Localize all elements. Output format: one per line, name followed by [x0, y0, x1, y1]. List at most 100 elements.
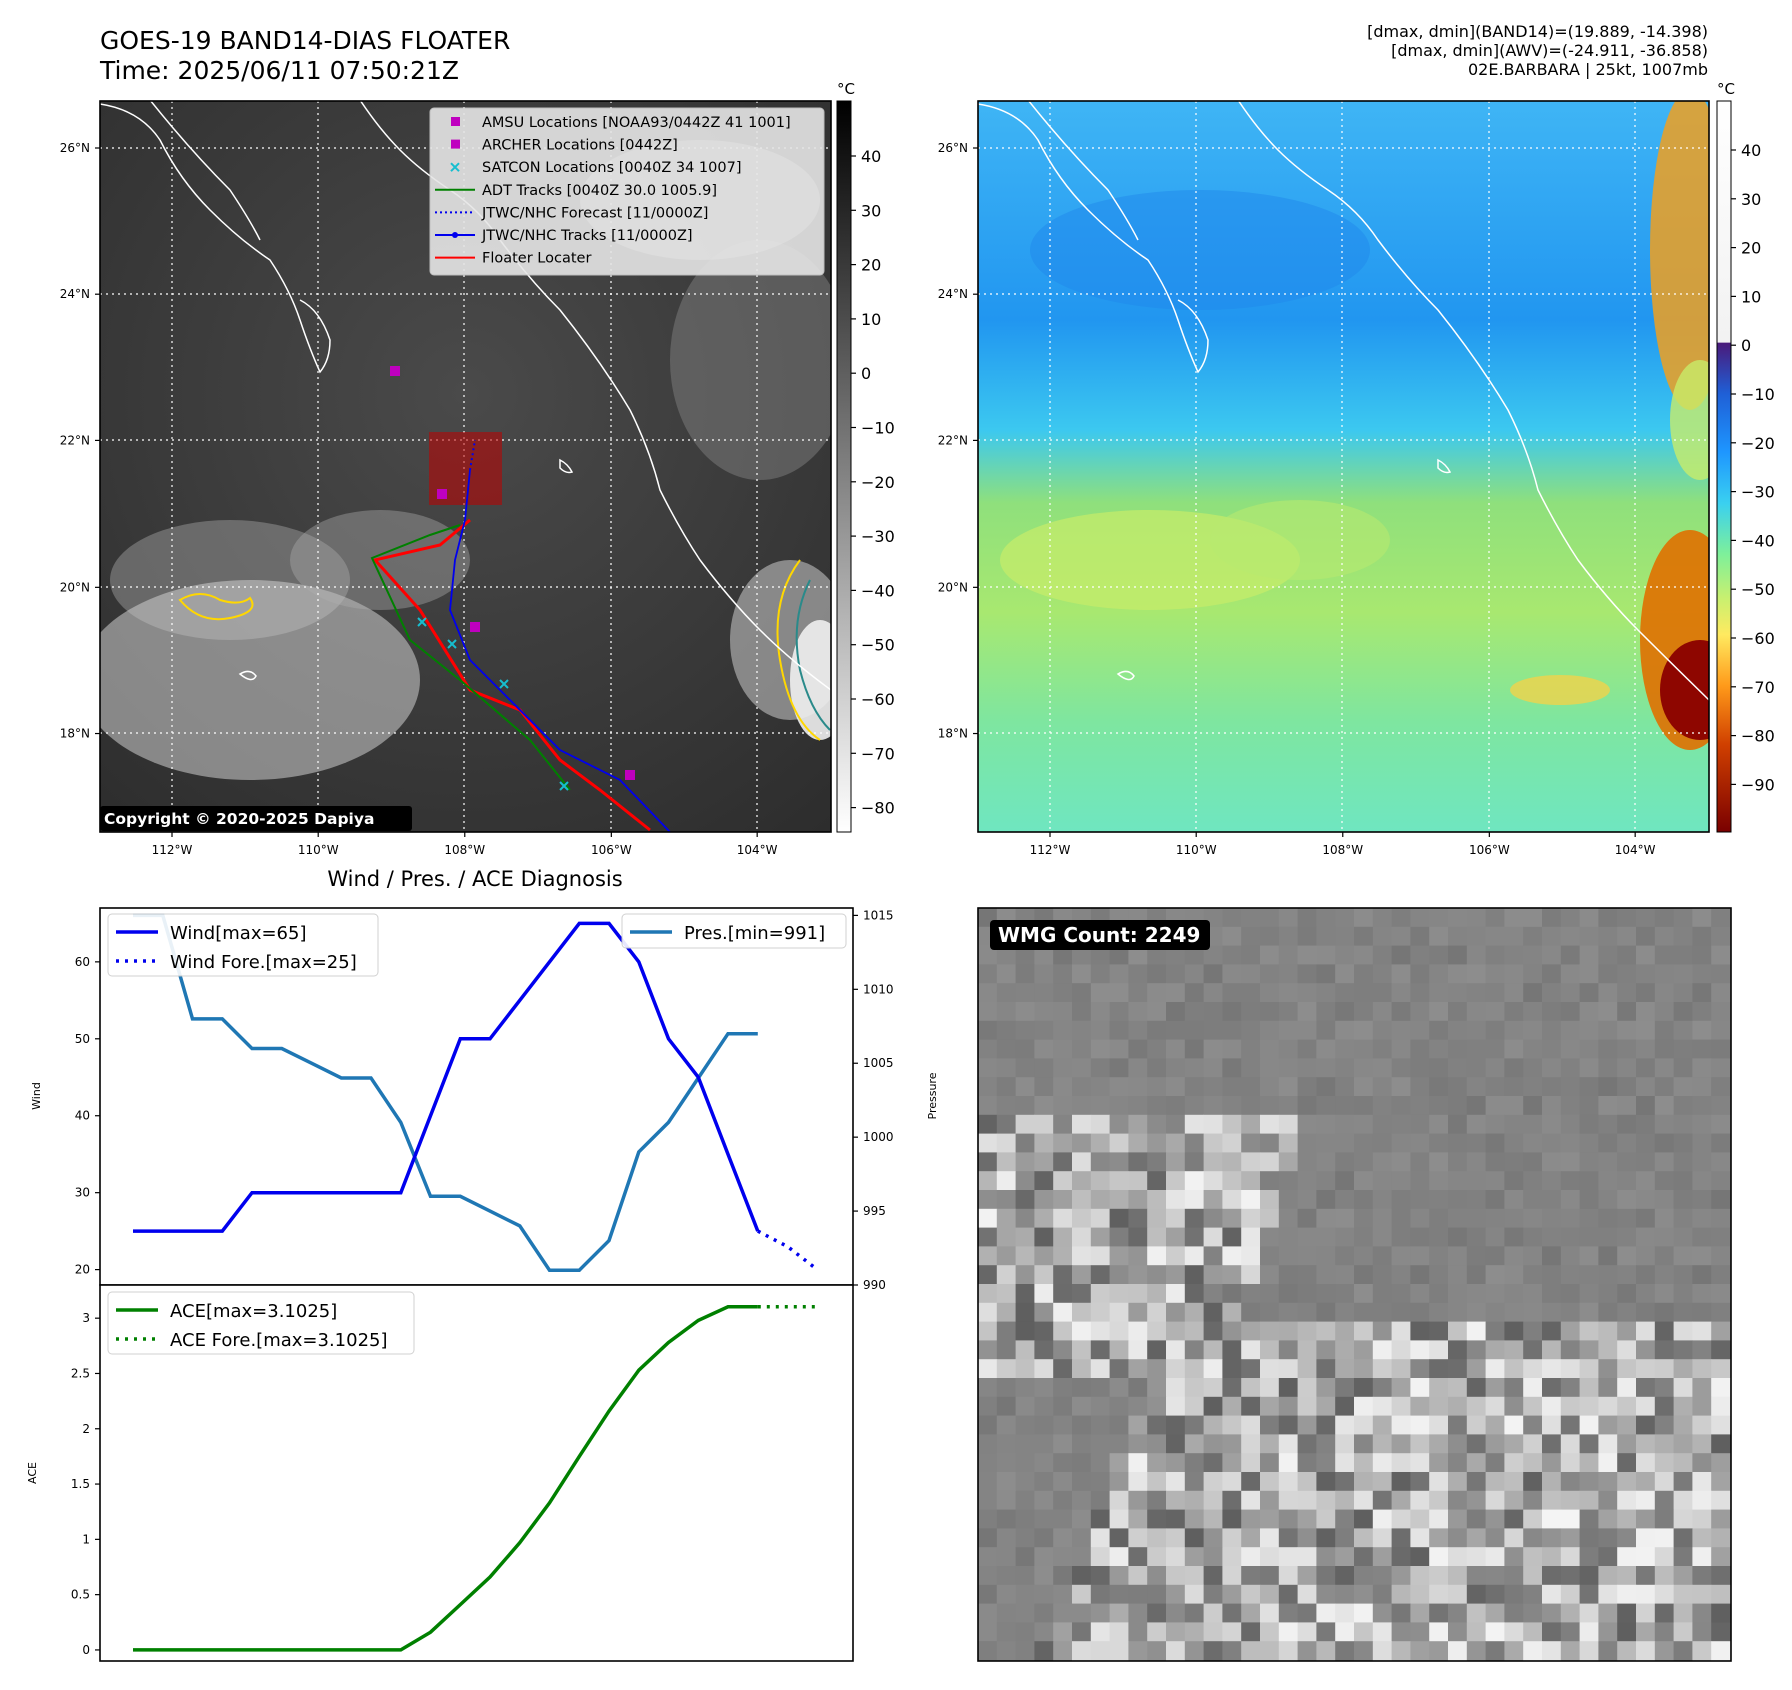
legend-square-icon [451, 117, 460, 126]
ir-colorbar-unit: °C [837, 80, 855, 98]
y-tick-label: 0.5 [71, 1588, 90, 1602]
y2-tick-label: 1000 [863, 1130, 894, 1144]
colorbar-tick-label: −80 [861, 799, 895, 818]
colorbar-tick-label: −60 [861, 690, 895, 709]
ir-map-frame [99, 100, 832, 833]
lat-tick-label: 18°N [938, 727, 968, 741]
ir-legend: AMSU Locations [NOAA93/0442Z 41 1001] ARC… [429, 107, 825, 276]
ir-legend-item: Floater Locater [435, 251, 591, 267]
ace-legend-label: ACE[max=3.1025] [170, 1301, 337, 1322]
lon-tick-label: 106°W [591, 843, 632, 857]
nhc-track [449, 469, 671, 832]
satcon-markers [417, 617, 569, 791]
floater-track [372, 518, 651, 832]
ace-ylabel: ACE [26, 1462, 39, 1484]
copyright-box [100, 806, 412, 831]
archer-marker [437, 489, 447, 499]
colorbar-tick-label: −20 [1741, 434, 1775, 453]
lat-tick-label: 24°N [60, 287, 90, 301]
ir-legend-label: ADT Tracks [0040Z 30.0 1005.9] [482, 183, 717, 199]
y2-tick-label: 1005 [863, 1056, 894, 1070]
lon-tick-label: 108°W [1322, 843, 1363, 857]
y-tick-label: 1.5 [71, 1477, 90, 1491]
copyright-text: Copyright © 2020-2025 Dapiya [104, 810, 374, 828]
lon-tick-label: 110°W [298, 843, 339, 857]
wv-axis-ticks: 112°W 110°W 108°W 106°W 104°W 26°N 24°N 22°N 20°… [938, 141, 1656, 857]
wmg-count-label: WMG Count: 2249 [998, 923, 1200, 947]
lon-tick-label: 112°W [1030, 843, 1071, 857]
colorbar-tick-label: −90 [1741, 775, 1775, 794]
colorbar-tick-label: 0 [861, 364, 871, 383]
wind-forecast-series-line [756, 1229, 819, 1271]
ir-legend-item: SATCON Locations [0040Z 34 1007] [450, 160, 741, 176]
colorbar-tick-label: 30 [861, 201, 881, 220]
ace-series-line [133, 1305, 758, 1652]
colorbar-tick-label: 0 [1741, 336, 1751, 355]
y-tick-label: 20 [75, 1263, 90, 1277]
lat-tick-label: 18°N [60, 727, 90, 741]
y-tick-label: 60 [75, 955, 90, 969]
colorbar-tick-label: 20 [1741, 239, 1761, 258]
y2-tick-label: 1015 [863, 908, 894, 922]
adt-track [370, 524, 571, 791]
colorbar-tick-label: −20 [861, 473, 895, 492]
colorbar-tick-label: −70 [1741, 678, 1775, 697]
pressure-ylabel: Pressure [926, 1072, 939, 1119]
chart-marks: 20 30 40 50 60 990 995 1000 1005 1010 1015 0 0.5 1 1.5… [71, 908, 894, 1657]
info-line-1: [dmax, dmin](BAND14)=(19.889, -14.398) [1367, 22, 1708, 41]
lat-tick-label: 22°N [938, 433, 968, 447]
colorbar-tick-label: −70 [861, 744, 895, 763]
colorbar-tick-label: 10 [1741, 287, 1761, 306]
lon-tick-label: 104°W [737, 843, 778, 857]
wmg-frame [977, 907, 1732, 1662]
ir-legend-label: Floater Locater [482, 251, 591, 267]
colorbar-tick-label: −30 [861, 527, 895, 546]
lat-tick-label: 24°N [938, 287, 968, 301]
wv-colorbar [1716, 100, 1732, 833]
ir-legend-label: JTWC/NHC Tracks [11/0000Z] [481, 228, 693, 244]
colorbar-tick-label: −40 [861, 581, 895, 600]
y2-tick-label: 990 [863, 1278, 886, 1292]
wv-colorbar-unit: °C [1717, 80, 1735, 98]
ir-legend-label: JTWC/NHC Forecast [11/0000Z] [481, 205, 708, 221]
lon-tick-label: 106°W [1469, 843, 1510, 857]
ir-colorbar-ticks: 40 30 20 10 0 −10 −20 −30 −40 −50 −60 −70 −80 [851, 147, 895, 818]
ir-legend-item: JTWC/NHC Forecast [11/0000Z] [435, 205, 708, 221]
title-line-1: GOES-19 BAND14-DIAS FLOATER [100, 26, 511, 55]
wv-gridlines [978, 101, 1709, 832]
diagnosis-title: Wind / Pres. / ACE Diagnosis [327, 867, 622, 891]
archer-marker [470, 622, 480, 632]
amsu-marker [390, 366, 400, 376]
y-tick-label: 50 [75, 1032, 90, 1046]
y-tick-label: 2.5 [71, 1366, 90, 1380]
colorbar-tick-label: 40 [861, 147, 881, 166]
wind-legend-label: Wind[max=65] [170, 923, 307, 944]
wv-coastlines [978, 101, 1709, 701]
pressure-legend-box [621, 913, 847, 949]
title-line-2: Time: 2025/06/11 07:50:21Z [100, 56, 459, 85]
colorbar-tick-label: −60 [1741, 629, 1775, 648]
wind-forecast-legend-label: Wind Fore.[max=25] [170, 952, 357, 973]
ir-legend-label: ARCHER Locations [0442Z] [482, 138, 678, 154]
colorbar-tick-label: −10 [1741, 385, 1775, 404]
ir-legend-item: JTWC/NHC Tracks [11/0000Z] [435, 228, 693, 244]
info-line-2: [dmax, dmin](AWV)=(-24.911, -36.858) [1391, 41, 1708, 60]
figure-title: GOES-19 BAND14-DIAS FLOATER Time: 2025/0… [100, 26, 510, 86]
y2-tick-label: 1010 [863, 982, 894, 996]
ir-legend-item: ADT Tracks [0040Z 30.0 1005.9] [435, 183, 717, 199]
legend-dot-icon [452, 232, 458, 238]
lat-tick-label: 20°N [60, 580, 90, 594]
lat-tick-label: 20°N [938, 580, 968, 594]
legend-square-icon [451, 139, 460, 149]
lon-tick-label: 108°W [444, 843, 485, 857]
lon-tick-label: 110°W [1176, 843, 1217, 857]
wv-colorbar-ticks: 40 30 20 10 0 −10 −20 −30 −40 −50 −60 −70 −80 −90 [1731, 141, 1775, 794]
diagnosis-panel: Wind / Pres. / ACE Diagnosis Wind Pressu… [26, 867, 939, 1662]
ir-legend-label: SATCON Locations [0040Z 34 1007] [482, 160, 741, 176]
ace-forecast-legend-label: ACE Fore.[max=3.1025] [170, 1330, 388, 1351]
ir-legend-item: ARCHER Locations [0442Z] [451, 138, 678, 154]
nhc-forecast-track [469, 439, 476, 471]
colorbar-tick-label: −80 [1741, 727, 1775, 746]
wv-map-frame [977, 100, 1710, 833]
colorbar-tick-label: −50 [861, 636, 895, 655]
